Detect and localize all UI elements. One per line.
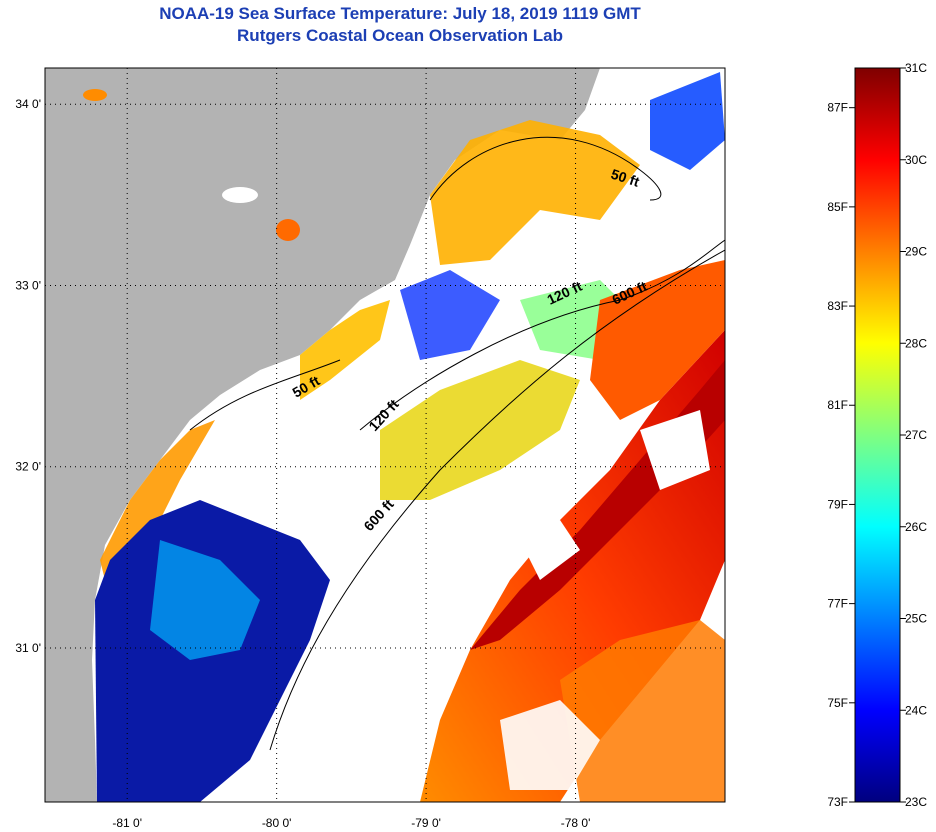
offshore-warm <box>560 620 725 802</box>
colorbar-celsius-label: 31C <box>905 61 927 75</box>
land-area <box>45 68 600 802</box>
coastal-cold-water <box>150 540 260 660</box>
sst-map: -81 0' -80 0' -79 0' -78 0' 34 0' 33 0' 32 0'… <box>15 67 726 830</box>
gulf-stream-core <box>470 360 725 650</box>
lat-tick-label: 31 0' <box>15 641 41 655</box>
inland-sst-patch <box>83 89 107 101</box>
isobath-50ft <box>189 359 341 431</box>
colorbar-celsius-labels: 31C 30C 29C 28C 27C 26C 25C 24C 23C <box>900 61 927 809</box>
colorbar-celsius-label: 23C <box>905 795 927 809</box>
colorbar-fahrenheit-label: 75F <box>827 696 848 710</box>
coastal-cold-water <box>400 270 500 360</box>
nearshore-warm-band <box>430 120 640 265</box>
lon-tick-label: -78 0' <box>561 816 591 830</box>
map-subtitle: Rutgers Coastal Ocean Observation Lab <box>237 26 563 45</box>
colorbar-fahrenheit-labels: 87F 85F 83F 81F 79F 77F 75F 73F <box>827 101 855 809</box>
colorbar-celsius-label: 27C <box>905 428 927 442</box>
cloud-patch <box>640 410 710 490</box>
colorbar-celsius-label: 29C <box>905 245 927 259</box>
plot-frame <box>44 67 726 803</box>
lon-tick-label: -81 0' <box>112 816 142 830</box>
isobath-120ft <box>359 239 725 431</box>
midshelf-mixed <box>380 360 580 500</box>
colorbar-celsius-label: 28C <box>905 336 927 350</box>
lon-tick-label: -80 0' <box>262 816 292 830</box>
inland-cloud-patch <box>222 187 258 203</box>
lat-lon-grid <box>45 68 725 802</box>
colorbar-fahrenheit-label: 83F <box>827 299 848 313</box>
colorbar: 31C 30C 29C 28C 27C 26C 25C 24C 23C 87F 85F 83F 81F… <box>827 61 927 809</box>
colorbar-celsius-label: 30C <box>905 153 927 167</box>
colorbar-celsius-label: 24C <box>905 703 927 717</box>
cloud-patch <box>520 520 580 580</box>
lat-tick-label: 32 0' <box>15 460 41 474</box>
lon-tick-label: -79 0' <box>411 816 441 830</box>
colorbar-celsius-label: 26C <box>905 520 927 534</box>
sst-field <box>45 68 725 802</box>
colorbar-gradient <box>854 67 901 803</box>
latitude-ticks: 34 0' 33 0' 32 0' 31 0' <box>15 97 41 655</box>
inland-sst-patch <box>276 219 300 241</box>
colorbar-fahrenheit-label: 79F <box>827 497 848 511</box>
colorbar-fahrenheit-label: 87F <box>827 101 848 115</box>
gulf-stream <box>590 260 725 420</box>
lat-tick-label: 33 0' <box>15 278 41 292</box>
nearshore-warm-band <box>300 300 390 400</box>
isobath-600ft <box>269 249 725 751</box>
coastal-cold-water <box>650 72 725 170</box>
map-title: NOAA-19 Sea Surface Temperature: July 18… <box>159 4 641 23</box>
colorbar-fahrenheit-label: 77F <box>827 597 848 611</box>
colorbar-fahrenheit-label: 85F <box>827 200 848 214</box>
cloud-patch <box>500 700 600 790</box>
colorbar-celsius-label: 25C <box>905 612 927 626</box>
colorbar-fahrenheit-label: 73F <box>827 795 848 809</box>
lat-tick-label: 34 0' <box>15 97 41 111</box>
colorbar-fahrenheit-label: 81F <box>827 398 848 412</box>
longitude-ticks: -81 0' -80 0' -79 0' -78 0' <box>112 816 590 830</box>
isobath-50ft <box>429 136 662 201</box>
